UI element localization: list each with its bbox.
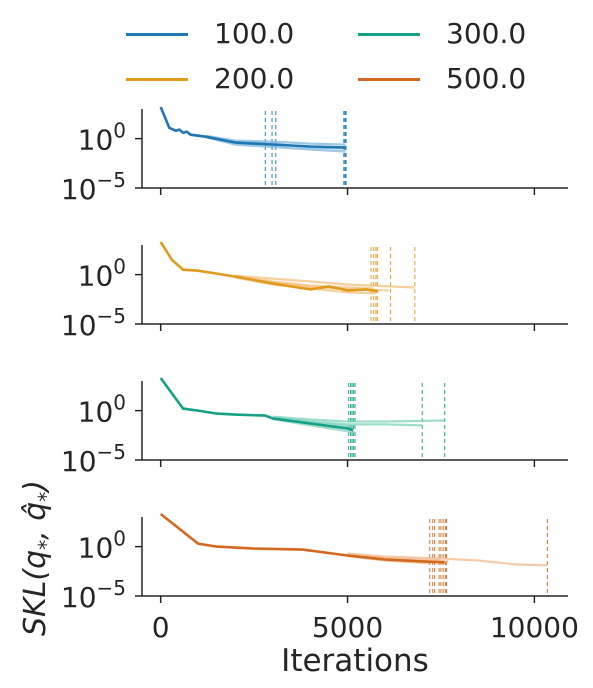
legend-label: 200.0 [214, 62, 295, 95]
main-curve [159, 106, 346, 149]
panel-200.0: 100 10−5 [61, 241, 568, 342]
x-tick-label: 0 [152, 611, 170, 644]
x-tick-label: 10000 [490, 611, 579, 644]
run-curve [272, 415, 445, 423]
legend-swatch [126, 77, 188, 81]
panel-100.0: 100 10−5 [61, 106, 568, 206]
panel-300.0: 100 10−5 [61, 377, 568, 478]
y-tick-label: 100 [78, 527, 126, 565]
legend-swatch [358, 77, 420, 81]
legend: 100.0 200.0 300.0 500.0 [126, 14, 576, 100]
chart-panels: 100 10−5 100 10−5 100 10−5 100 10−5 [61, 106, 568, 614]
legend-entry: 300.0 [358, 14, 526, 54]
x-axis: 0 5000 10000 [152, 611, 579, 644]
main-curve [159, 241, 378, 293]
y-tick-label: 100 [78, 255, 126, 293]
run-curve [347, 552, 548, 567]
x-tick-label: 5000 [312, 611, 383, 644]
y-tick-label: 10−5 [61, 576, 126, 614]
main-curve [159, 512, 445, 564]
y-tick-label: 100 [78, 391, 126, 429]
run-curve [205, 136, 346, 153]
y-tick-label: 10−5 [61, 304, 126, 342]
legend-label: 500.0 [446, 62, 527, 95]
legend-entry: 100.0 [126, 14, 294, 54]
legend-label: 300.0 [446, 17, 527, 50]
y-tick-label: 10−5 [61, 168, 126, 206]
legend-entry: 200.0 [126, 59, 294, 99]
run-curve [235, 274, 415, 289]
legend-entry: 500.0 [358, 59, 526, 99]
x-axis-label: Iterations [281, 643, 429, 679]
y-axis-label: SKL(q*, q̂*) [18, 480, 58, 636]
main-curve [159, 377, 354, 432]
y-tick-label: 100 [78, 119, 126, 157]
y-tick-label: 10−5 [61, 440, 126, 478]
legend-swatch [126, 32, 188, 36]
run-curve [205, 134, 346, 146]
panel-500.0: 100 10−5 [61, 512, 568, 614]
legend-label: 100.0 [214, 17, 295, 50]
legend-swatch [358, 32, 420, 36]
